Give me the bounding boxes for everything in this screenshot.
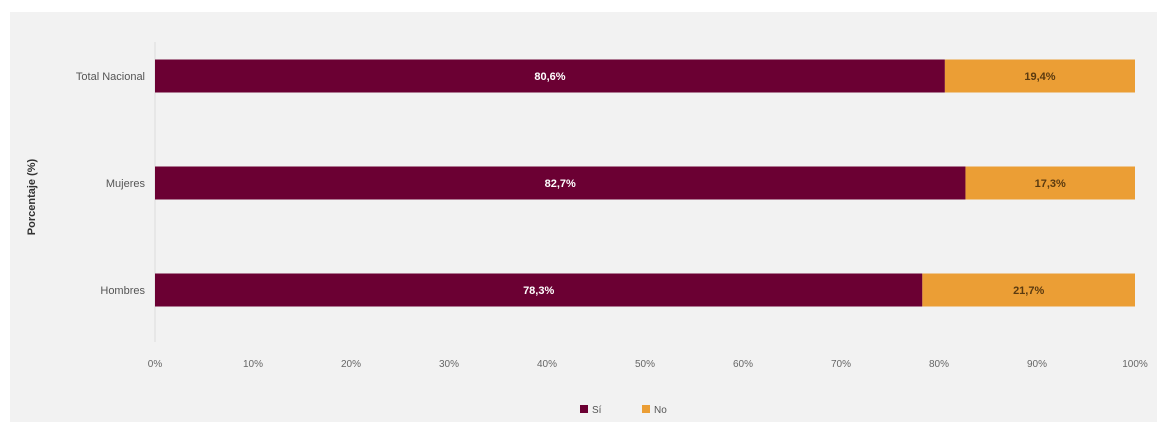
bars-group: 80,6% 19,4% 82,7% 17,3% 78,3% 21,7% — [155, 59, 1135, 307]
x-tick-label: 60% — [733, 359, 753, 370]
legend-label[interactable]: Sí — [592, 405, 602, 416]
x-tick-label: 90% — [1027, 359, 1047, 370]
x-tick-labels: 0% 10% 20% 30% 40% 50% 60% 70% 80% 90% 100% — [148, 359, 1148, 370]
bar-segment-no[interactable] — [965, 166, 1135, 200]
data-label: 17,3% — [1035, 178, 1066, 190]
stacked-bar-chart: Porcentaje (%) 80,6% 19,4% 82,7% 17,3% 78,3%… — [26, 42, 1148, 416]
x-tick-label: 100% — [1122, 359, 1148, 370]
x-tick-label: 40% — [537, 359, 557, 370]
bar-segment-si[interactable] — [155, 273, 923, 307]
category-label: Total Nacional — [76, 71, 145, 83]
legend-label[interactable]: No — [654, 405, 667, 416]
legend-swatch-no — [642, 405, 650, 413]
x-tick-label: 50% — [635, 359, 655, 370]
x-tick-label: 10% — [243, 359, 263, 370]
data-label: 19,4% — [1024, 71, 1055, 83]
x-tick-label: 20% — [341, 359, 361, 370]
x-tick-label: 80% — [929, 359, 949, 370]
category-label: Hombres — [100, 285, 145, 297]
data-label: 80,6% — [534, 71, 565, 83]
bar-segment-no[interactable] — [922, 273, 1135, 307]
data-label: 82,7% — [545, 178, 576, 190]
data-label: 21,7% — [1013, 285, 1044, 297]
category-labels: Total Nacional Mujeres Hombres — [76, 71, 146, 297]
data-label: 78,3% — [523, 285, 554, 297]
legend-swatch-si — [580, 405, 588, 413]
category-label: Mujeres — [106, 178, 146, 190]
legend[interactable]: Sí No — [580, 405, 667, 416]
x-tick-label: 70% — [831, 359, 851, 370]
bar-segment-no[interactable] — [944, 59, 1135, 93]
y-axis-title: Porcentaje (%) — [26, 158, 38, 235]
bar-segment-si[interactable] — [155, 59, 945, 93]
x-tick-label: 0% — [148, 359, 163, 370]
bar-segment-si[interactable] — [155, 166, 966, 200]
x-tick-label: 30% — [439, 359, 459, 370]
chart-panel: Porcentaje (%) 80,6% 19,4% 82,7% 17,3% 78,3%… — [10, 12, 1157, 422]
